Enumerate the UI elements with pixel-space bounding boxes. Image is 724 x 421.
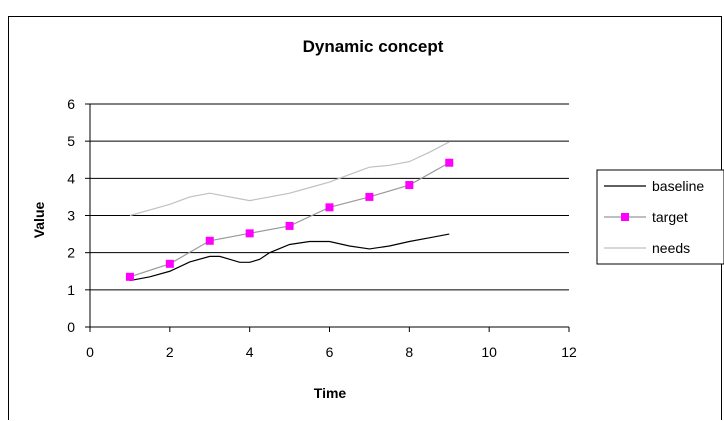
legend-label-needs: needs (652, 240, 690, 256)
series-group (125, 141, 454, 282)
x-tick-label: 10 (481, 344, 497, 360)
y-tick-label: 4 (67, 170, 75, 186)
x-tick-label: 8 (405, 344, 413, 360)
legend-label-baseline: baseline (652, 178, 704, 194)
x-tick-label: 0 (86, 344, 94, 360)
y-tick-label: 6 (67, 96, 75, 112)
data-point-target (125, 272, 134, 281)
data-point-target (245, 229, 254, 238)
series-line-baseline (129, 233, 450, 282)
y-tick-label: 3 (67, 208, 75, 224)
x-tick-label: 2 (166, 344, 174, 360)
legend-label-target: target (652, 209, 688, 225)
y-tick-label: 5 (67, 133, 75, 149)
y-tick-label: 2 (67, 245, 75, 261)
legend: baseline target needs (596, 169, 724, 265)
data-point-target (365, 192, 374, 201)
x-tick-label: 6 (326, 344, 334, 360)
x-axis-title: Time (314, 385, 347, 401)
series-line-target (129, 162, 450, 278)
data-point-target (165, 259, 174, 268)
series-line-needs (129, 141, 450, 217)
legend-marker-target (621, 213, 629, 221)
gridlines (90, 103, 569, 291)
data-point-target (205, 236, 214, 245)
chart-title: Dynamic concept (303, 37, 444, 56)
x-tick-label: 4 (246, 344, 254, 360)
data-point-target (325, 203, 334, 212)
y-tick-label: 1 (67, 282, 75, 298)
x-tick-label: 12 (561, 344, 577, 360)
data-point-target (405, 181, 414, 190)
data-point-target (445, 158, 454, 167)
data-point-target (285, 221, 294, 230)
y-tick-label: 0 (67, 319, 75, 335)
y-axis-title: Value (31, 202, 47, 239)
